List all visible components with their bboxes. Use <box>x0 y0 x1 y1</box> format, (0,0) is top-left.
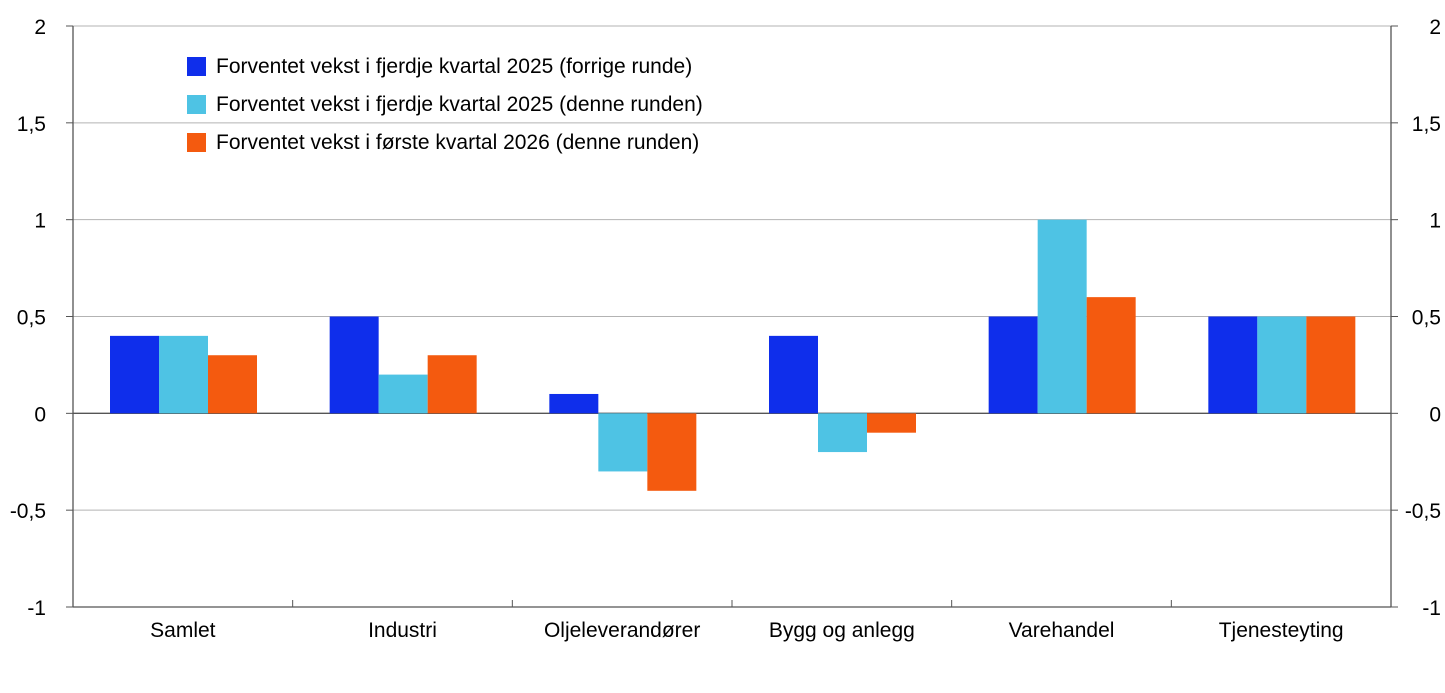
bar-1-industri <box>329 316 379 414</box>
xtick-label: Industri <box>368 619 437 642</box>
ytick-label-right: 0,5 <box>1412 307 1441 330</box>
xtick-label: Oljeleverandører <box>544 619 700 642</box>
legend-swatch-1 <box>187 57 206 76</box>
ytick-label-left: -0,5 <box>10 500 46 523</box>
bar-3-tjenesteyting <box>1306 316 1356 414</box>
xtick-label: Varehandel <box>1009 619 1115 642</box>
bar-2-varehandel <box>1037 219 1087 414</box>
legend: Forventet vekst i fjerdje kvartal 2025 (… <box>187 55 703 154</box>
bar-2-bygg-og-anlegg <box>818 413 867 453</box>
bar-3-industri <box>427 355 477 414</box>
ytick-label-right: 1 <box>1429 210 1441 233</box>
ytick-label-left: -1 <box>27 597 46 620</box>
axes: 2 2 1,5 1,5 1 1 0,5 0,5 0 0 -0,5 -0,5 -1 -1 Samlet Indu… <box>10 16 1441 642</box>
bar-2-samlet <box>159 335 208 414</box>
bar-2-tjenesteyting <box>1257 316 1307 414</box>
legend-label-3: Forventet vekst i første kvartal 2026 (d… <box>216 131 699 154</box>
bar-3-bygg-og-anlegg <box>867 413 916 433</box>
bar-1-tjenesteyting <box>1208 316 1258 414</box>
ytick-label-right: 0 <box>1429 403 1441 426</box>
ytick-label-left: 1 <box>34 210 46 233</box>
legend-label-2: Forventet vekst i fjerdje kvartal 2025 (… <box>216 93 703 116</box>
bar-1-samlet <box>110 335 159 414</box>
ytick-label-right: -0,5 <box>1405 500 1441 523</box>
bar-3-oljeleverandører <box>647 413 697 491</box>
ytick-label-left: 0 <box>34 403 46 426</box>
legend-swatch-3 <box>187 133 206 152</box>
ytick-label-left: 2 <box>34 16 46 39</box>
legend-swatch-2 <box>187 95 206 114</box>
ytick-label-right: 1,5 <box>1412 113 1441 136</box>
bar-3-samlet <box>208 355 257 414</box>
xtick-label: Tjenesteyting <box>1219 619 1344 642</box>
ytick-label-left: 1,5 <box>17 113 46 136</box>
bar-2-oljeleverandører <box>598 413 648 472</box>
legend-label-1: Forventet vekst i fjerdje kvartal 2025 (… <box>216 55 692 78</box>
bar-1-varehandel <box>988 316 1038 414</box>
xtick-label: Samlet <box>150 619 216 642</box>
ytick-label-right: 2 <box>1429 16 1441 39</box>
bar-3-varehandel <box>1086 297 1136 414</box>
bar-1-bygg-og-anlegg <box>769 335 818 414</box>
bar-2-industri <box>378 374 428 414</box>
bars <box>110 219 1356 491</box>
ytick-label-right: -1 <box>1422 597 1441 620</box>
ytick-label-left: 0,5 <box>17 307 46 330</box>
xtick-label: Bygg og anlegg <box>769 619 915 642</box>
bar-1-oljeleverandører <box>549 393 599 414</box>
